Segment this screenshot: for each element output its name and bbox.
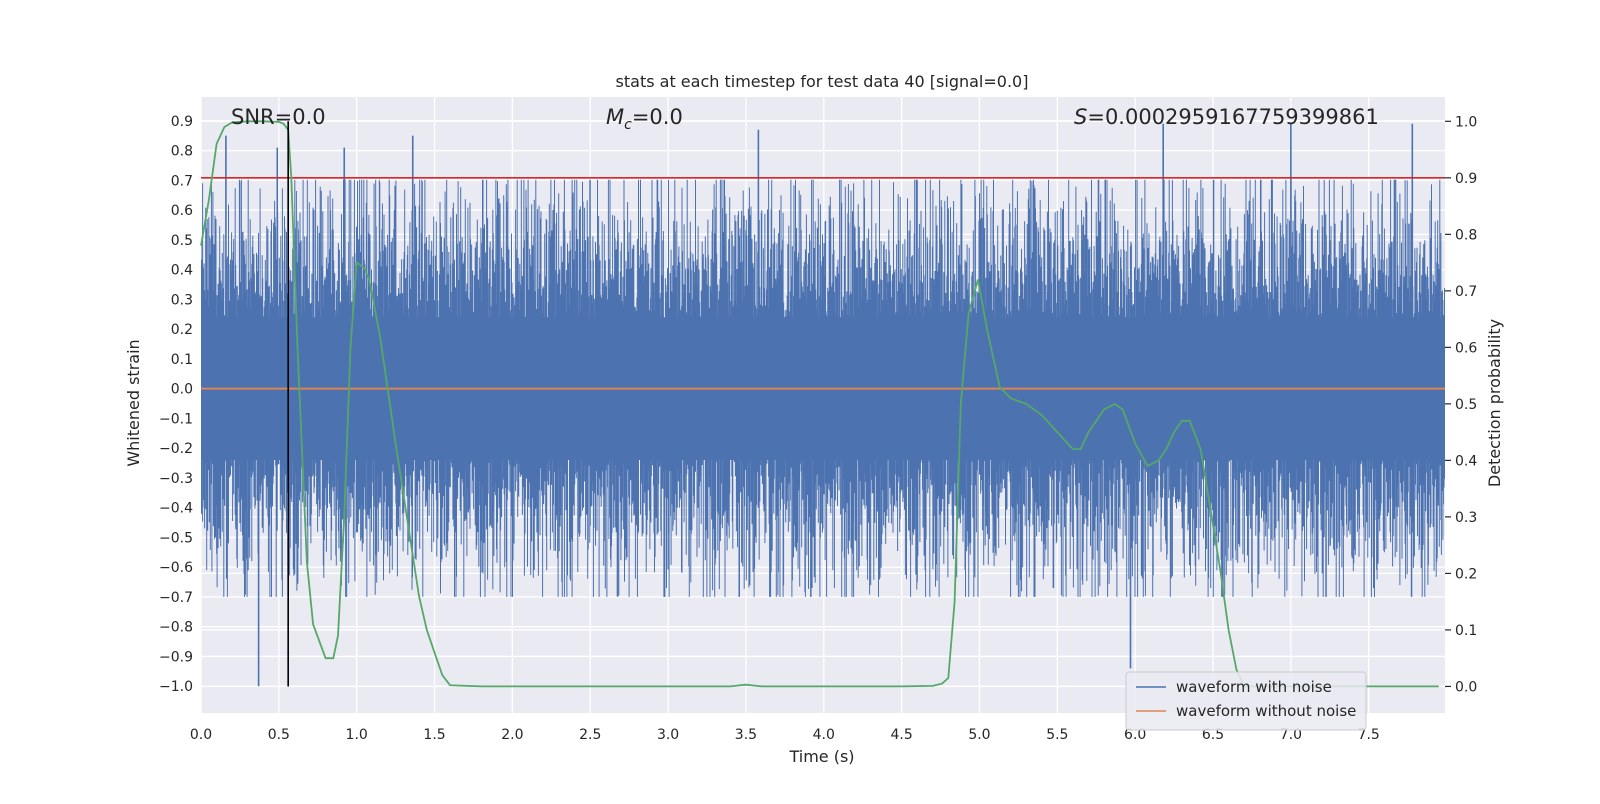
y-tick-label: 0.2 (171, 322, 193, 338)
y-tick-label: 0.5 (171, 233, 193, 249)
y2-tick-label: 0.2 (1455, 566, 1477, 582)
y2-tick-label: 0.7 (1455, 284, 1477, 300)
x-tick-label: 3.0 (657, 727, 679, 743)
probability-trace (200, 120, 1439, 688)
series-detection-probability (200, 120, 1439, 688)
x-tick-label: 6.5 (1202, 727, 1224, 743)
y-axis-label: Whitened strain (124, 339, 143, 466)
x-tick-label: 5.0 (968, 727, 990, 743)
x-tick-label: 3.5 (735, 727, 757, 743)
y-tick-label: 0.0 (171, 382, 193, 398)
y2-tick-label: 0.8 (1455, 227, 1477, 243)
y-tick-label: −0.4 (159, 501, 193, 517)
x-tick-label: 5.5 (1046, 727, 1068, 743)
x-tick-label: 2.5 (579, 727, 601, 743)
legend-box (1125, 671, 1367, 731)
y-tick-label: −0.3 (159, 471, 193, 487)
y2-tick-label: 0.4 (1455, 453, 1477, 469)
y-tick-label: −0.6 (159, 560, 193, 576)
x-tick-label: 0.0 (190, 727, 212, 743)
y-tick-label: 0.7 (171, 173, 193, 189)
x-tick-label: 4.5 (890, 727, 912, 743)
y2-tick-label: 0.3 (1455, 510, 1477, 526)
y2-tick-label: 0.0 (1455, 679, 1477, 695)
legend: waveform with noise waveform without noi… (1125, 671, 1367, 731)
x-tick-label: 4.0 (813, 727, 835, 743)
legend-label-clean: waveform without noise (1176, 702, 1356, 720)
y-tick-label: −0.7 (159, 590, 193, 606)
annotations: SNR=0.0 Mc=0.0 S=0.0002959167759399861 (231, 105, 1379, 133)
x-tick-label: 7.5 (1358, 727, 1380, 743)
y-tick-label: −0.2 (159, 441, 193, 457)
y-tick-label: −0.5 (159, 530, 193, 546)
y2-tick-label: 0.9 (1455, 171, 1477, 187)
y-tick-label: 0.8 (171, 144, 193, 160)
x-tick-label: 6.0 (1124, 727, 1146, 743)
y2-tick-label: 0.6 (1455, 340, 1477, 356)
s-annotation: S=0.0002959167759399861 (1074, 105, 1379, 129)
legend-label-noise: waveform with noise (1176, 678, 1332, 696)
y2-axis-label: Detection probability (1485, 319, 1504, 487)
y2-ticks: 1.0 0.9 0.8 0.7 0.6 0.5 0.4 0.3 0.2 0.1 0.0 (1445, 114, 1477, 695)
y-tick-label: −0.1 (159, 411, 193, 427)
y-tick-label: 0.4 (171, 263, 193, 279)
y-tick-label: 0.9 (171, 114, 193, 130)
y2-tick-label: 1.0 (1455, 114, 1477, 130)
chart-title: stats at each timestep for test data 40 … (616, 72, 1029, 91)
x-tick-label: 2.0 (501, 727, 523, 743)
x-tick-label: 1.5 (423, 727, 445, 743)
x-tick-label: 0.5 (268, 727, 290, 743)
y-tick-label: −0.8 (159, 620, 193, 636)
y-tick-label: −0.9 (159, 649, 193, 665)
mc-annotation: Mc=0.0 (606, 105, 683, 133)
x-ticks: 0.0 0.5 1.0 1.5 2.0 2.5 3.0 3.5 4.0 4.5 5.0 5.5 6.0 6… (190, 727, 1380, 743)
y-tick-label: 0.1 (171, 352, 193, 368)
x-axis-label: Time (s) (788, 747, 854, 766)
x-tick-label: 1.0 (346, 727, 368, 743)
y-tick-label: 0.3 (171, 292, 193, 308)
y-tick-label: 0.6 (171, 203, 193, 219)
y2-tick-label: 0.1 (1455, 623, 1477, 639)
snr-annotation: SNR=0.0 (231, 105, 326, 129)
y-ticks: 0.9 0.8 0.7 0.6 0.5 0.4 0.3 0.2 0.1 0.0 −0.1 −0.2 −0… (159, 114, 193, 695)
x-tick-label: 7.0 (1280, 727, 1302, 743)
y-tick-label: −1.0 (159, 679, 193, 695)
y2-tick-label: 0.5 (1455, 397, 1477, 413)
